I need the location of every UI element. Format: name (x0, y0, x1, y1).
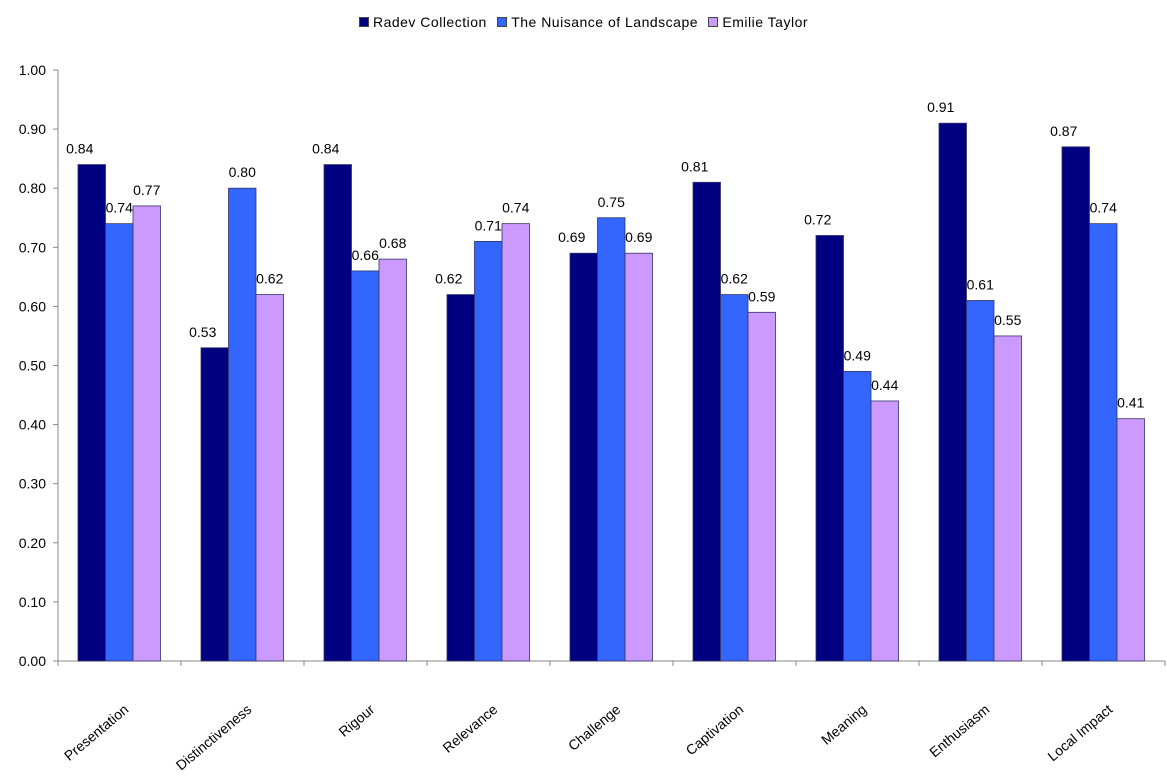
y-tick-label: 0.70 (19, 239, 46, 255)
chart-legend: Radev Collection The Nuisance of Landsca… (0, 14, 1167, 30)
data-label: 0.72 (804, 211, 831, 227)
x-category-label: Distinctiveness (173, 701, 255, 773)
data-label: 0.66 (352, 247, 379, 263)
bar-emilie-taylor-relevance (501, 223, 530, 662)
bar-the-nuisance-of-landscape-presentation (105, 223, 134, 662)
data-label: 0.87 (1050, 123, 1077, 139)
bar-the-nuisance-of-landscape-meaning (843, 371, 872, 662)
bar-the-nuisance-of-landscape-relevance (474, 240, 503, 662)
bar-the-nuisance-of-landscape-rigour (351, 270, 380, 662)
data-label: 0.55 (994, 312, 1021, 328)
bar-radev-collection-challenge (569, 252, 598, 662)
chart-data-labels: 0.840.740.770.530.800.620.840.660.680.62… (66, 99, 1144, 411)
data-label: 0.49 (844, 347, 871, 363)
x-category-label: Relevance (439, 701, 500, 756)
bar-emilie-taylor-presentation (132, 205, 161, 662)
data-label: 0.91 (927, 99, 954, 115)
y-tick-label: 0.50 (19, 358, 46, 374)
data-label: 0.44 (871, 377, 898, 393)
chart-category-labels: Presentation Distinctiveness Rigour Relevan… (61, 701, 1116, 773)
bar-emilie-taylor-local-impact (1116, 418, 1145, 662)
data-label: 0.69 (625, 229, 652, 245)
y-tick-label: 0.40 (19, 417, 46, 433)
y-tick-label: 0.30 (19, 476, 46, 492)
y-tick-label: 1.00 (19, 62, 46, 78)
legend-item-nuisance-of-landscape: The Nuisance of Landscape (497, 14, 698, 30)
bar-emilie-taylor-meaning (870, 400, 899, 662)
bar-emilie-taylor-captivation (747, 311, 776, 662)
legend-swatch-radev-collection (358, 17, 369, 27)
x-category-label: Meaning (818, 701, 869, 748)
legend-label-emilie-taylor: Emilie Taylor (722, 14, 809, 30)
data-label: 0.74 (106, 200, 133, 216)
data-label: 0.71 (475, 217, 502, 233)
bar-emilie-taylor-distinctiveness (255, 294, 284, 662)
legend-label-nuisance-of-landscape: The Nuisance of Landscape (511, 14, 699, 30)
data-label: 0.81 (681, 158, 708, 174)
bar-radev-collection-local-impact (1061, 146, 1090, 662)
legend-item-radev-collection: Radev Collection (358, 14, 487, 30)
bar-radev-collection-enthusiasm (938, 122, 967, 662)
data-label: 0.75 (598, 194, 625, 210)
x-category-label: Presentation (61, 701, 132, 764)
legend-item-emilie-taylor: Emilie Taylor (708, 14, 808, 30)
bar-the-nuisance-of-landscape-enthusiasm (966, 300, 995, 662)
legend-swatch-nuisance-of-landscape (497, 17, 508, 27)
data-label: 0.62 (721, 271, 748, 287)
data-label: 0.68 (379, 235, 406, 251)
y-tick-label: 0.10 (19, 594, 46, 610)
bar-radev-collection-captivation (692, 181, 721, 662)
bar-the-nuisance-of-landscape-challenge (597, 217, 626, 662)
data-label: 0.53 (189, 324, 216, 340)
bar-the-nuisance-of-landscape-local-impact (1089, 223, 1118, 662)
data-label: 0.62 (435, 271, 462, 287)
data-label: 0.74 (502, 200, 529, 216)
bar-the-nuisance-of-landscape-distinctiveness (228, 187, 257, 662)
data-label: 0.84 (66, 141, 93, 157)
bar-radev-collection-rigour (323, 164, 352, 662)
data-label: 0.61 (967, 276, 994, 292)
data-label: 0.77 (133, 182, 160, 198)
x-category-label: Rigour (336, 701, 378, 740)
bar-emilie-taylor-enthusiasm (993, 335, 1022, 662)
bar-radev-collection-presentation (77, 164, 106, 662)
y-tick-label: 0.20 (19, 535, 46, 551)
y-tick-label: 0.80 (19, 180, 46, 196)
bar-emilie-taylor-rigour (378, 258, 407, 662)
bar-radev-collection-relevance (446, 294, 475, 662)
x-category-label: Challenge (565, 701, 624, 754)
bar-the-nuisance-of-landscape-captivation (720, 294, 749, 662)
y-tick-label: 0.90 (19, 121, 46, 137)
chart-bars (77, 122, 1145, 662)
x-category-label: Enthusiasm (926, 701, 992, 760)
data-label: 0.69 (558, 229, 585, 245)
data-label: 0.84 (312, 141, 339, 157)
data-label: 0.80 (229, 164, 256, 180)
data-label: 0.41 (1117, 395, 1144, 411)
legend-label-radev-collection: Radev Collection (372, 14, 487, 30)
bar-radev-collection-meaning (815, 235, 844, 662)
data-label: 0.62 (256, 271, 283, 287)
x-category-label: Local Impact (1044, 701, 1115, 764)
x-category-label: Captivation (682, 701, 746, 758)
y-tick-label: 0.60 (19, 298, 46, 314)
legend-swatch-emilie-taylor (708, 17, 719, 27)
bar-emilie-taylor-challenge (624, 252, 653, 662)
data-label: 0.74 (1090, 200, 1117, 216)
bar-radev-collection-distinctiveness (200, 347, 229, 662)
y-tick-label: 0.00 (19, 653, 46, 669)
data-label: 0.59 (748, 288, 775, 304)
